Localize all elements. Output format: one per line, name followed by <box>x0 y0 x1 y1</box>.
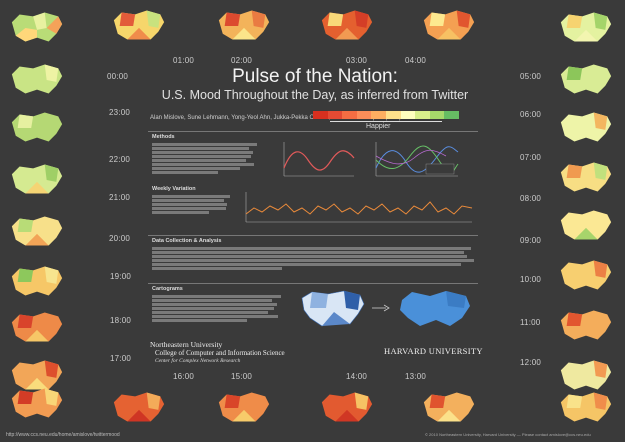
arrow-icon <box>372 304 390 312</box>
map-0200 <box>215 6 273 46</box>
hour-label-0700: 07:00 <box>520 153 542 162</box>
map-0300 <box>318 6 376 46</box>
hour-label-0300: 03:00 <box>346 56 368 65</box>
legend-swatch <box>371 111 386 119</box>
map-2300 <box>8 108 66 148</box>
university-name: Northeastern University <box>150 340 223 349</box>
hour-label-1800: 18:00 <box>110 316 132 325</box>
legend-swatch <box>444 111 459 119</box>
map-0400 <box>420 6 478 46</box>
hour-label-0000: 00:00 <box>107 72 129 81</box>
color-legend <box>313 111 459 119</box>
legend-swatch <box>415 111 430 119</box>
cartograms-text <box>152 294 288 334</box>
lab-name: Center for Complex Network Research <box>155 358 241 364</box>
map-0000 <box>8 60 66 100</box>
legend-swatch <box>342 111 357 119</box>
map-0000-top-left <box>8 8 66 48</box>
legend-swatch <box>429 111 445 119</box>
map-1700 <box>8 384 66 424</box>
map-1600 <box>110 388 168 428</box>
hour-label-1600: 16:00 <box>173 372 195 381</box>
hour-label-0500: 05:00 <box>520 72 542 81</box>
weekly-text <box>152 194 234 224</box>
legend-swatch <box>313 111 328 119</box>
footer-url[interactable]: http://www.ccs.neu.edu/home/amislove/twi… <box>6 432 120 438</box>
map-0500 <box>557 60 615 100</box>
section-title-weekly: Weekly Variation <box>152 186 196 192</box>
weekly-chart <box>240 190 476 230</box>
hour-label-2300: 23:00 <box>109 108 131 117</box>
hour-label-0400: 04:00 <box>405 56 427 65</box>
hour-label-1400: 14:00 <box>346 372 368 381</box>
hour-label-2200: 22:00 <box>109 155 131 164</box>
map-1500 <box>215 388 273 428</box>
section-title-cartograms: Cartograms <box>152 286 183 292</box>
legend-swatch <box>400 111 416 119</box>
legend-swatch <box>327 111 343 119</box>
map-1000 <box>557 306 615 346</box>
legend-arrow <box>330 121 442 122</box>
legend-label: Happier <box>366 123 391 130</box>
hour-label-1900: 19:00 <box>110 272 132 281</box>
poster-subtitle: U.S. Mood Throughout the Day, as inferre… <box>161 88 469 102</box>
methods-text <box>152 142 262 184</box>
map-0500-top-right <box>557 8 615 48</box>
map-2100 <box>8 212 66 252</box>
footer-credits: © 2010 Northeastern University, Harvard … <box>425 432 591 437</box>
map-2200 <box>8 160 66 200</box>
hour-label-2100: 21:00 <box>109 193 131 202</box>
methods-chart-left <box>270 138 358 182</box>
authors: Alan Mislove, Sune Lehmann, Yong-Yeol Ah… <box>150 115 401 121</box>
hour-label-1200: 12:00 <box>520 358 542 367</box>
legend-swatch <box>385 111 401 119</box>
hour-label-1700: 17:00 <box>110 354 132 363</box>
methods-chart-right <box>366 138 462 182</box>
us-county-map <box>298 288 368 330</box>
hour-label-0200: 02:00 <box>231 56 253 65</box>
hour-label-0900: 09:00 <box>520 236 542 245</box>
map-1800 <box>8 356 66 396</box>
map-0800 <box>557 206 615 246</box>
map-1100 <box>557 356 615 396</box>
hour-label-2000: 20:00 <box>109 234 131 243</box>
map-1400 <box>318 388 376 428</box>
hour-label-1100: 11:00 <box>520 318 541 327</box>
legend-swatch <box>356 111 372 119</box>
map-0700 <box>557 158 615 198</box>
us-cartogram <box>396 288 476 330</box>
map-1300 <box>420 388 478 428</box>
data-text <box>152 246 477 278</box>
hour-label-1300: 13:00 <box>405 372 427 381</box>
divider <box>148 235 478 236</box>
map-1900 <box>8 308 66 348</box>
poster-title: Pulse of the Nation: <box>232 66 398 87</box>
hour-label-1000: 10:00 <box>520 275 542 284</box>
map-0900 <box>557 256 615 296</box>
map-1200 <box>557 388 615 428</box>
section-title-methods: Methods <box>152 134 175 140</box>
hour-label-0800: 08:00 <box>520 194 542 203</box>
college-name: College of Computer and Information Scie… <box>155 349 285 357</box>
divider <box>148 283 478 284</box>
divider <box>148 131 478 132</box>
map-0600 <box>557 108 615 148</box>
harvard-name: HARVARD UNIVERSITY <box>384 346 483 356</box>
hour-label-0100: 01:00 <box>173 56 195 65</box>
hour-label-1500: 15:00 <box>231 372 253 381</box>
hour-label-0600: 06:00 <box>520 110 542 119</box>
map-0100 <box>110 6 168 46</box>
section-title-data: Data Collection & Analysis <box>152 238 222 244</box>
map-2000 <box>8 262 66 302</box>
